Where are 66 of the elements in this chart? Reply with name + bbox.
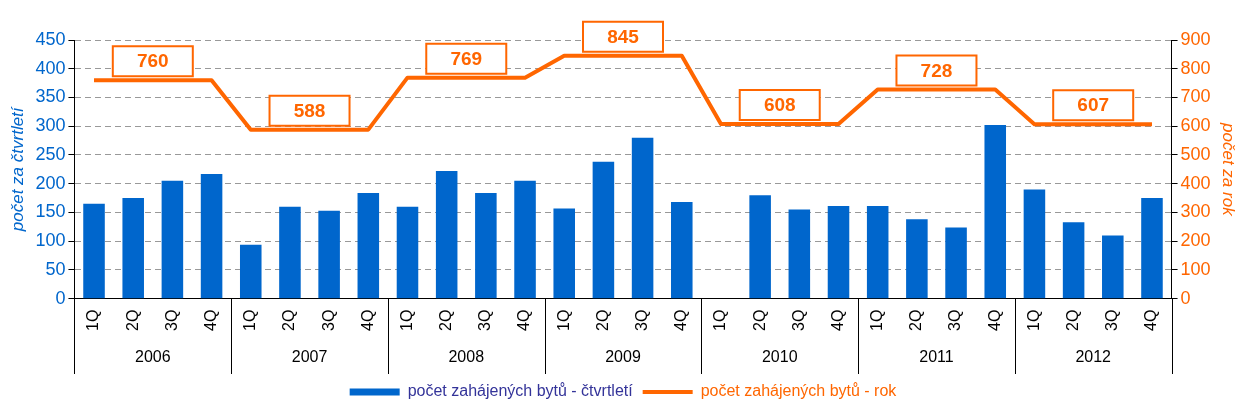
x-tick-label: 2Q — [907, 309, 925, 331]
y-tick-label: 0 — [55, 287, 66, 308]
x-tick-label: 1Q — [1024, 309, 1042, 331]
x-tick-label: 2Q — [750, 309, 768, 331]
data-label: 760 — [136, 50, 169, 72]
x-tick-label: 4Q — [358, 309, 376, 331]
y-tick-label: 50 — [45, 258, 66, 279]
y-tick-label: 300 — [35, 115, 66, 136]
x-tick-label: 2Q — [1064, 309, 1082, 331]
x-tick-label: 1Q — [241, 309, 259, 331]
x-tick-label: 1Q — [711, 309, 729, 331]
text: 2009 — [605, 348, 641, 366]
y2-tick-label: 800 — [1180, 57, 1211, 78]
y2-tick-label: 100 — [1180, 258, 1211, 279]
y-tick-label: 150 — [35, 201, 66, 222]
x-tick-label: 4Q — [672, 309, 690, 331]
x-tick-label: 3Q — [319, 309, 337, 331]
data-label: 588 — [293, 99, 326, 121]
y2-tick-label: 700 — [1180, 86, 1211, 107]
text: 2006 — [135, 348, 171, 366]
y2-axis-title: počet za rok — [1219, 122, 1239, 218]
data-label: 728 — [920, 59, 953, 81]
y-axis-title: počet za čtvrtletí — [7, 105, 27, 233]
y-tick-label: 450 — [35, 28, 66, 49]
y-tick-label: 400 — [35, 57, 66, 78]
y-tick-label: 200 — [35, 172, 66, 193]
y2-tick-label: 300 — [1180, 201, 1211, 222]
text: 2007 — [291, 348, 328, 366]
y-tick-label: 350 — [35, 86, 66, 107]
y2-tick-label: 600 — [1180, 115, 1211, 136]
x-tick-label: 3Q — [946, 309, 964, 331]
x-tick-label: 3Q — [1103, 309, 1121, 331]
legend-label: počet zahájených bytů - čtvrtletí — [407, 382, 634, 400]
text: 2008 — [448, 348, 485, 366]
data-label: 845 — [607, 26, 640, 48]
x-tick-label: 3Q — [789, 309, 807, 331]
data-label: 607 — [1077, 94, 1110, 116]
x-tick-label: 1Q — [397, 309, 415, 331]
x-tick-label: 2Q — [437, 309, 455, 331]
x-tick-label: 2Q — [593, 309, 611, 331]
data-label: 608 — [763, 94, 796, 116]
x-tick-label: 4Q — [515, 309, 533, 331]
y2-tick-label: 200 — [1180, 230, 1211, 251]
x-tick-label: 4Q — [201, 309, 219, 331]
x-tick-label: 4Q — [1142, 309, 1160, 331]
x-tick-label: 4Q — [985, 309, 1003, 331]
x-tick-label: 1Q — [554, 309, 572, 331]
text: 2011 — [919, 348, 954, 366]
y2-tick-label: 400 — [1180, 172, 1211, 193]
x-tick-label: 2Q — [123, 309, 141, 331]
x-tick-label: 1Q — [868, 309, 886, 331]
y-tick-label: 250 — [35, 143, 66, 164]
x-tick-label: 3Q — [476, 309, 494, 331]
data-label: 769 — [450, 47, 483, 69]
text: 2012 — [1075, 348, 1112, 366]
x-tick-label: 2Q — [280, 309, 298, 331]
x-tick-label: 3Q — [162, 309, 180, 331]
y2-tick-label: 900 — [1180, 28, 1211, 49]
y-tick-label: 100 — [35, 230, 66, 251]
x-tick-label: 4Q — [828, 309, 846, 331]
y2-tick-label: 0 — [1180, 287, 1191, 308]
x-tick-label: 3Q — [633, 309, 650, 331]
text: 2010 — [761, 348, 798, 366]
legend-label: počet zahájených bytů - rok — [700, 382, 898, 400]
y2-tick-label: 500 — [1180, 143, 1211, 164]
x-tick-label: 1Q — [84, 309, 102, 331]
